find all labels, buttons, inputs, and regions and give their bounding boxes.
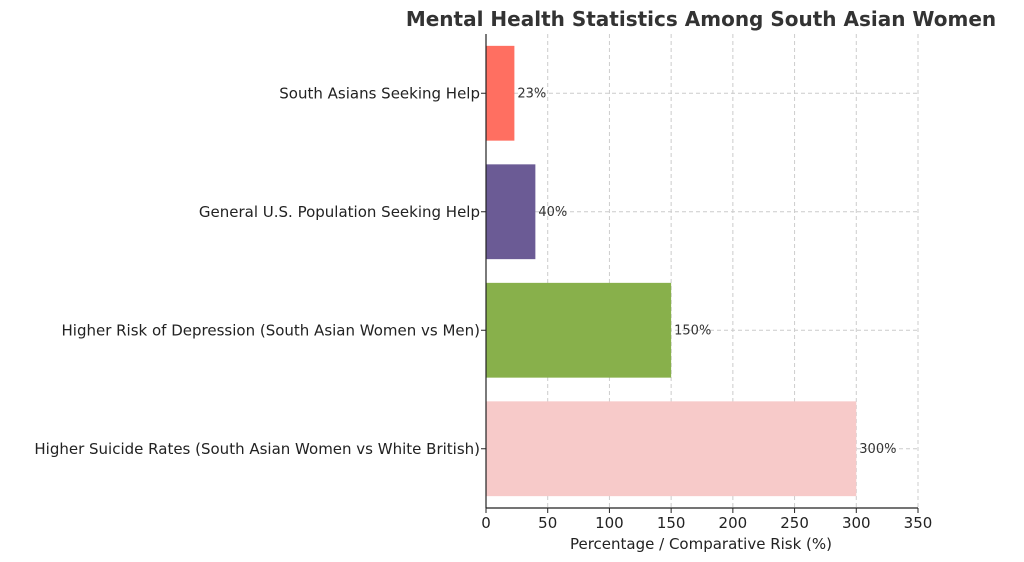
category-label: Higher Risk of Depression (South Asian W… [62, 321, 481, 339]
axes: 0 50 100 150 200 250 300 350 South Asians Seekin… [34, 34, 932, 532]
bar [486, 164, 536, 260]
category-label: Higher Suicide Rates (South Asian Women … [34, 440, 480, 458]
bar [486, 282, 672, 378]
bar-value-label: 23% [517, 86, 546, 101]
chart-title: Mental Health Statistics Among South Asi… [406, 7, 996, 31]
x-tick-label: 0 [481, 514, 491, 532]
bars [486, 45, 857, 497]
x-tick-label: 200 [719, 514, 748, 532]
bar-value-label: 150% [674, 323, 711, 338]
x-tick-label: 50 [538, 514, 557, 532]
bar [486, 401, 857, 497]
x-tick-label: 150 [657, 514, 686, 532]
x-tick-label: 300 [842, 514, 871, 532]
category-label: General U.S. Population Seeking Help [199, 203, 480, 221]
x-tick-label: 100 [595, 514, 624, 532]
x-tick-label: 250 [780, 514, 809, 532]
bar-value-label: 40% [538, 205, 567, 220]
x-tick-label: 350 [904, 514, 933, 532]
labels: 23% 40% 150% 300% [517, 86, 896, 457]
bar-value-label: 300% [859, 442, 896, 457]
bar [486, 45, 515, 141]
category-label: South Asians Seeking Help [279, 84, 480, 102]
x-axis-label: Percentage / Comparative Risk (%) [570, 535, 832, 553]
